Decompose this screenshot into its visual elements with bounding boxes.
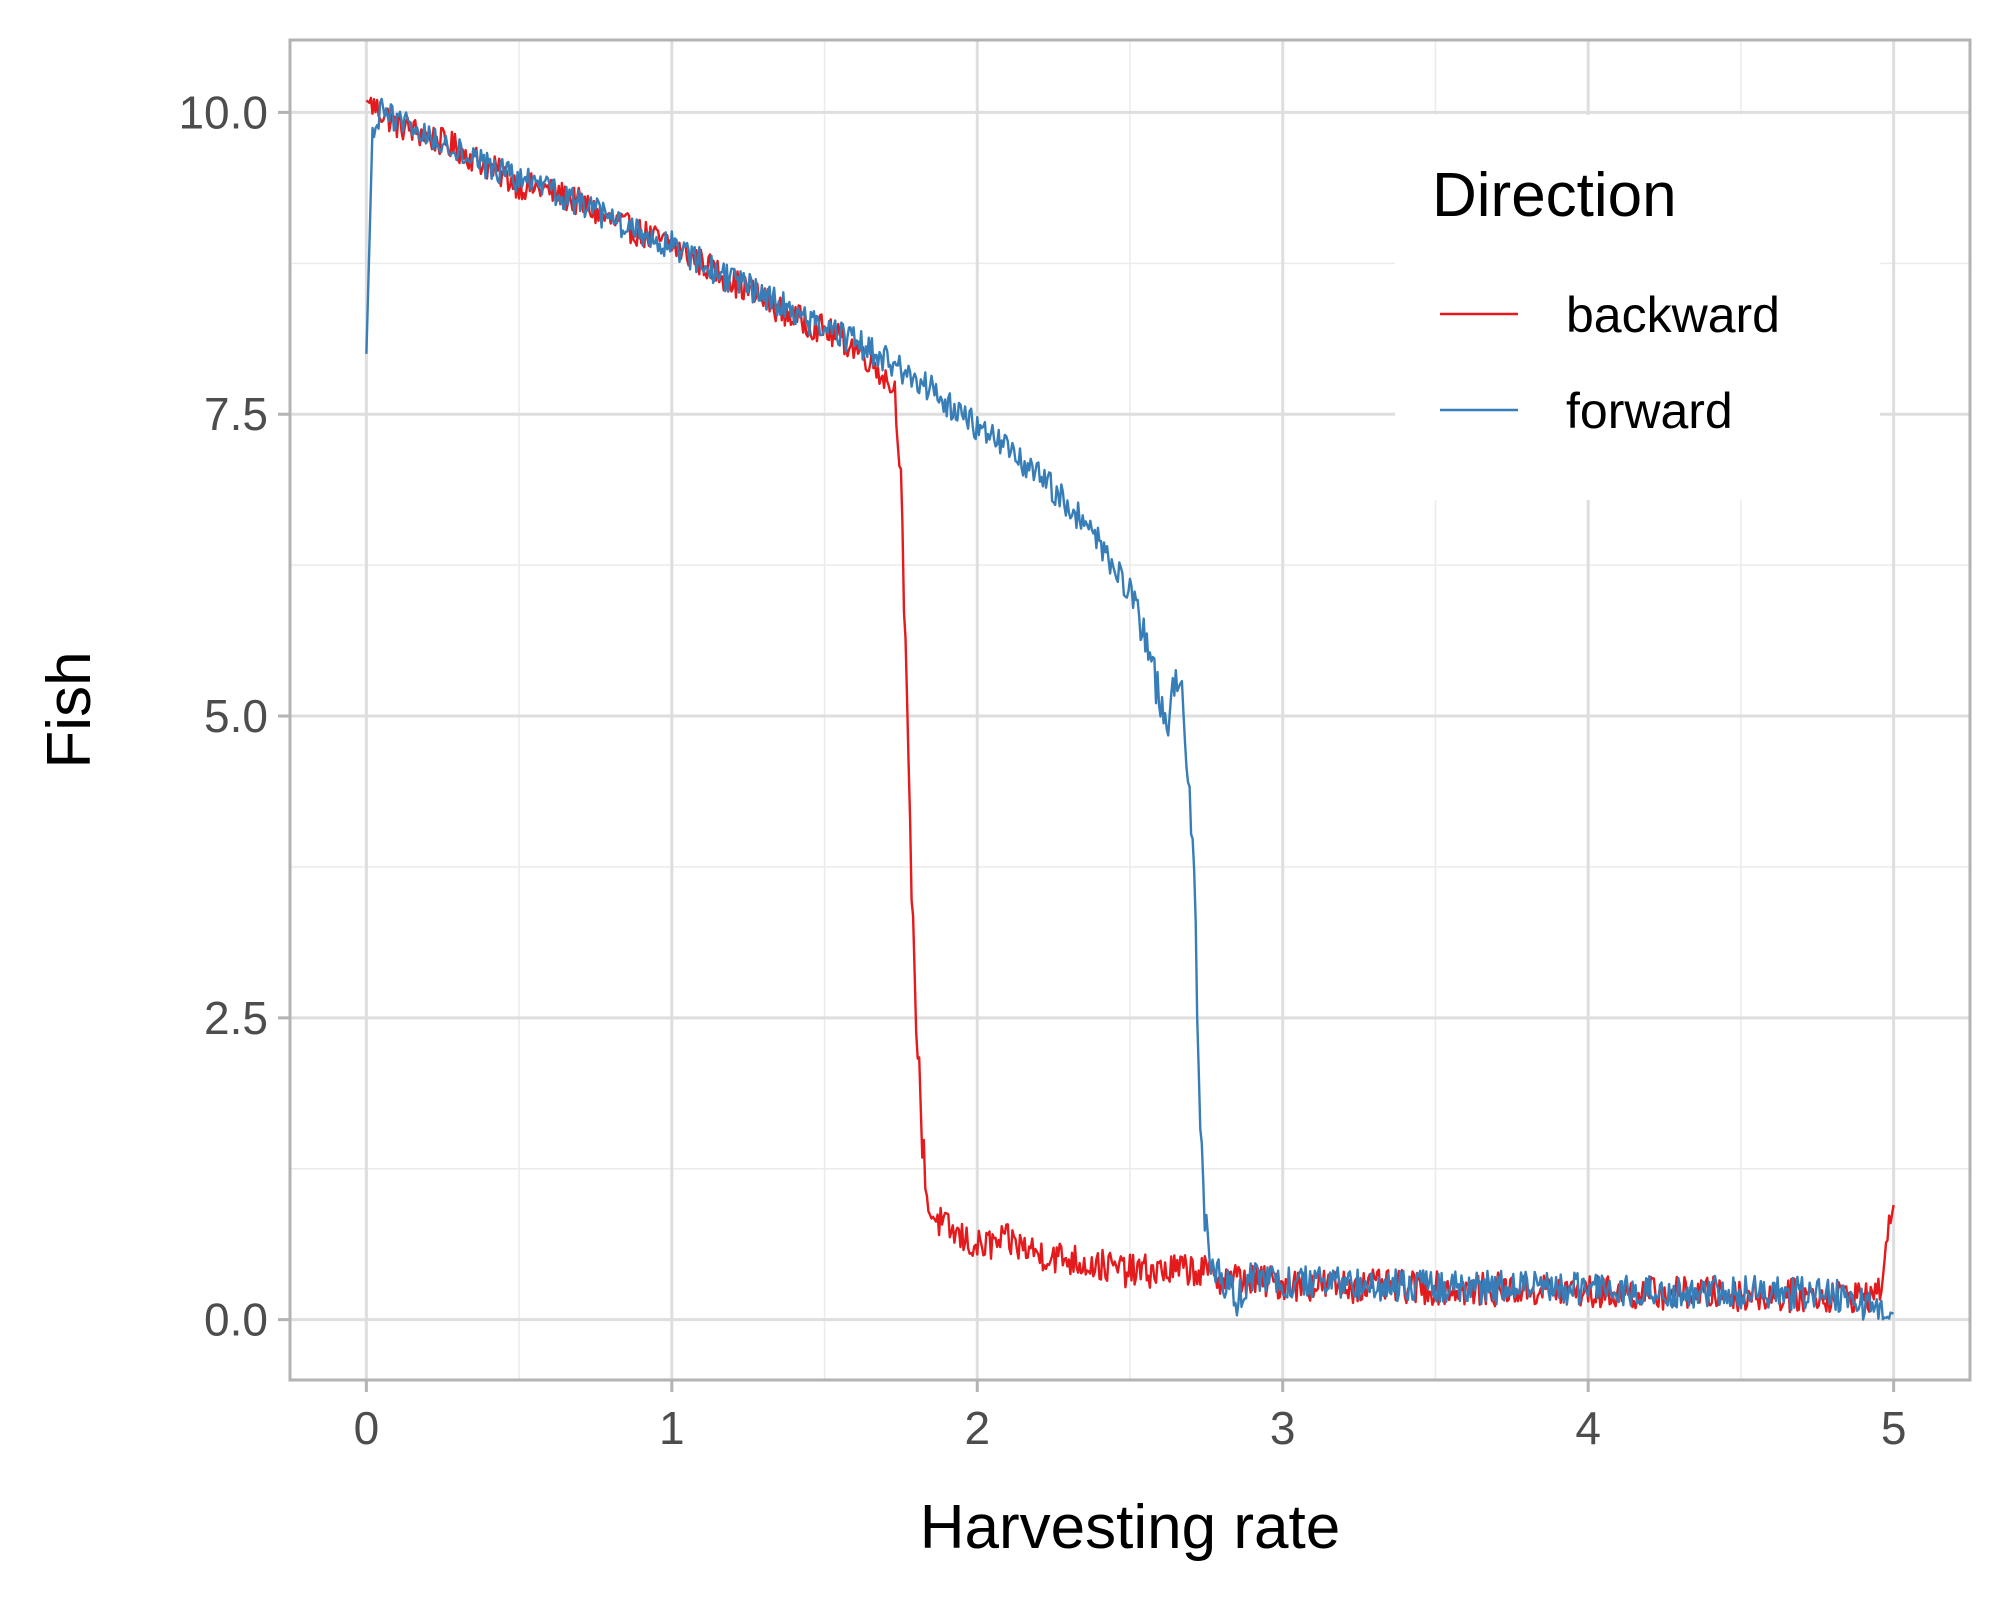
y-tick-label: 7.5 xyxy=(204,388,268,440)
y-tick-label: 10.0 xyxy=(178,86,268,138)
legend-title: Direction xyxy=(1432,161,1677,230)
series-line-forward xyxy=(365,97,1894,1321)
y-tick-label: 2.5 xyxy=(204,992,268,1044)
legend-label-forward: forward xyxy=(1566,383,1733,439)
x-axis-title: Harvesting rate xyxy=(920,1493,1340,1562)
x-tick-label: 3 xyxy=(1270,1402,1296,1454)
x-tick-label: 1 xyxy=(659,1402,685,1454)
x-tick-label: 2 xyxy=(964,1402,990,1454)
legend-background xyxy=(1395,115,1880,500)
x-axis: 0 1 2 3 4 5 xyxy=(354,1380,1907,1454)
y-axis: 0.0 2.5 5.0 7.5 10.0 xyxy=(178,86,290,1346)
x-tick-label: 5 xyxy=(1881,1402,1907,1454)
plot-panel-border xyxy=(288,38,1972,1382)
x-tick-label: 0 xyxy=(354,1402,380,1454)
y-tick-label: 5.0 xyxy=(204,690,268,742)
y-tick-label: 0.0 xyxy=(204,1294,268,1346)
series-layer xyxy=(365,96,1895,1321)
y-axis-title: Fish xyxy=(35,651,104,768)
x-tick-label: 4 xyxy=(1575,1402,1601,1454)
legend-label-backward: backward xyxy=(1566,287,1780,343)
legend: Direction backward forward xyxy=(1395,115,1880,500)
